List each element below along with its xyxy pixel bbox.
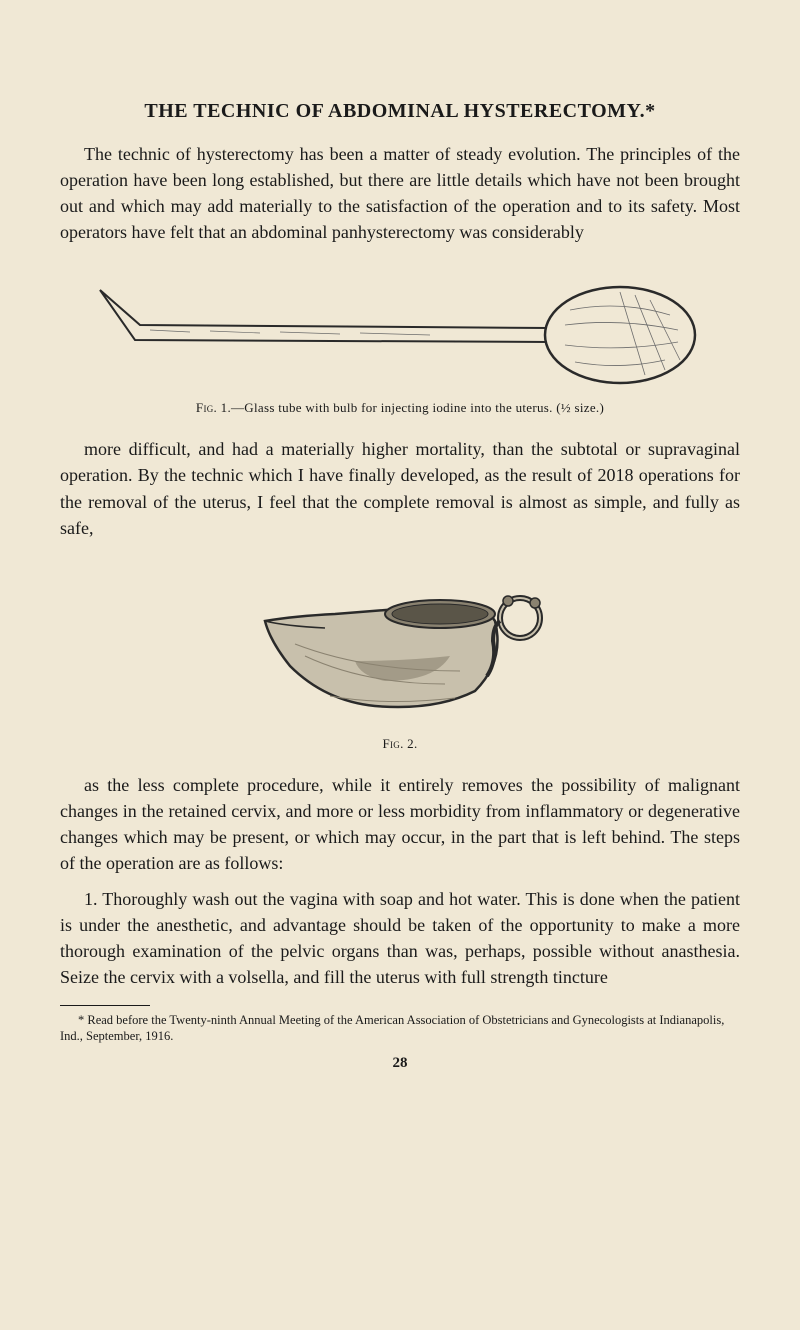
page-number: 28 [60, 1055, 740, 1072]
figure-2-caption: Fig. 2. [382, 736, 417, 752]
figure-1-caption: Fig. 1.—Glass tube with bulb for injecti… [196, 400, 604, 416]
step-1: 1. Thoroughly wash out the vagina with s… [60, 886, 740, 990]
paragraph-3: as the less complete procedure, while it… [60, 772, 740, 876]
glass-tube-illustration-icon [80, 270, 720, 390]
vessel-illustration-icon [235, 566, 565, 726]
page-title: THE TECHNIC OF ABDOMINAL HYSTERECTOMY.* [60, 100, 740, 123]
footnote-divider [60, 1005, 150, 1006]
paragraph-1: The technic of hysterectomy has been a m… [60, 141, 740, 245]
paragraph-2: more difficult, and had a materially hig… [60, 436, 740, 540]
footnote: * Read before the Twenty-ninth Annual Me… [60, 1012, 740, 1046]
figure-1-caption-text: —Glass tube with bulb for injecting iodi… [231, 400, 604, 415]
figure-2: Fig. 2. [60, 566, 740, 752]
figure-2-caption-prefix: Fig. 2. [382, 736, 417, 751]
figure-1: Fig. 1.—Glass tube with bulb for injecti… [60, 270, 740, 416]
figure-1-caption-prefix: Fig. 1. [196, 400, 231, 415]
